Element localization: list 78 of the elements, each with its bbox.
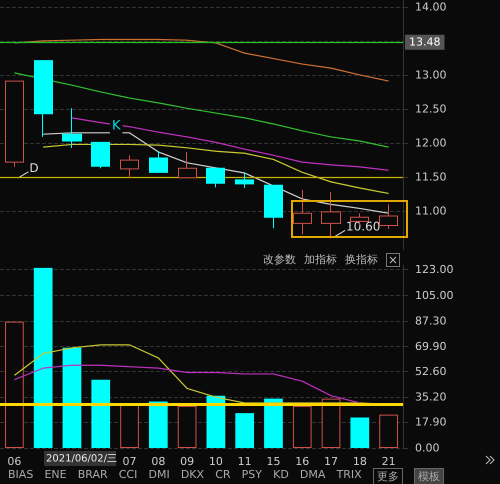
y-tick-label: 11.50: [415, 170, 446, 184]
text: BRAR: [78, 468, 108, 482]
candlestick: [264, 184, 283, 229]
annotation: K: [112, 118, 121, 134]
x-tick-label: 08: [151, 455, 166, 468]
bar: [120, 404, 139, 448]
y-tick-label: 105.00: [415, 289, 454, 302]
x-tick-label: 10: [208, 455, 223, 468]
bar: [148, 402, 168, 448]
candlestick: [120, 154, 139, 178]
y-tick-label: 14.00: [415, 0, 446, 14]
candlestick: [235, 172, 254, 189]
bar: [91, 380, 110, 448]
bar: [379, 414, 398, 448]
candlestick: [178, 151, 197, 178]
text: 更多: [372, 468, 403, 484]
text: BIAS: [8, 468, 34, 482]
bar: [350, 418, 370, 448]
x-tick-label: 16: [295, 455, 310, 468]
y-tick-label: 87.30: [415, 314, 446, 328]
annotation: 改参数: [263, 252, 296, 267]
annotation: D: [29, 160, 39, 175]
bar: [322, 398, 340, 448]
y-tick-label: 0.00: [415, 442, 440, 454]
candlestick: [91, 142, 110, 169]
y-tick-label: 17.90: [415, 416, 446, 428]
y-tick-label: 11.00: [415, 204, 446, 218]
candlestick: [34, 59, 53, 138]
bar: [5, 322, 24, 448]
x-tick-label: 21: [382, 455, 396, 468]
line-series: [71, 117, 390, 171]
text: DKX: [180, 468, 204, 482]
x-tick-label: 06: [7, 455, 22, 468]
candlestick: [293, 190, 312, 235]
y-tick-label: 123.00: [415, 262, 454, 276]
x-tick-label: 07: [122, 455, 137, 468]
candlestick: [149, 150, 168, 173]
bar: [206, 396, 226, 448]
x-tick-label: 09: [180, 455, 194, 468]
x-tick-label: 17: [324, 455, 338, 468]
bar: [34, 268, 53, 448]
bar: [178, 406, 196, 448]
text: DMI: [148, 468, 170, 482]
x-tick-label: 11: [238, 455, 252, 468]
y-tick-label: 12.50: [415, 102, 446, 116]
text: TRIX: [336, 468, 362, 482]
text: DMA: [300, 468, 326, 482]
line-series: [14, 72, 390, 148]
text: CR: [215, 468, 231, 482]
text: 模板: [414, 468, 444, 484]
bar: [264, 398, 283, 448]
x-tick-label: 15: [266, 455, 280, 468]
y-tick-label: 12.00: [415, 136, 446, 150]
y-tick-label: 35.20: [415, 390, 446, 404]
ref-line-label: 13.48: [409, 36, 440, 49]
y-tick-label: 52.60: [415, 365, 446, 378]
candlestick: [206, 168, 225, 188]
bar: [62, 348, 82, 448]
candlestick: [379, 204, 398, 230]
bar: [235, 413, 254, 448]
text: KD: [273, 468, 289, 482]
annotation: 10.60: [346, 219, 380, 234]
text: ENE: [44, 468, 67, 482]
x-tick-label: 18: [352, 455, 367, 468]
y-tick-label: 69.90: [415, 340, 446, 353]
y-tick-label: 13.00: [415, 68, 446, 82]
candlestick: [5, 80, 24, 168]
text: 2021/06/02/三: [46, 454, 118, 464]
annotation: 换指标: [345, 252, 378, 267]
candlestick: [62, 108, 82, 148]
text: PSY: [242, 468, 262, 482]
text: CCI: [118, 468, 138, 482]
line-series: [14, 364, 360, 404]
line-series: [14, 38, 390, 82]
annotation: 加指标: [304, 252, 337, 267]
line-series: [42, 144, 390, 194]
bar: [292, 406, 312, 448]
line-series: [42, 132, 390, 214]
